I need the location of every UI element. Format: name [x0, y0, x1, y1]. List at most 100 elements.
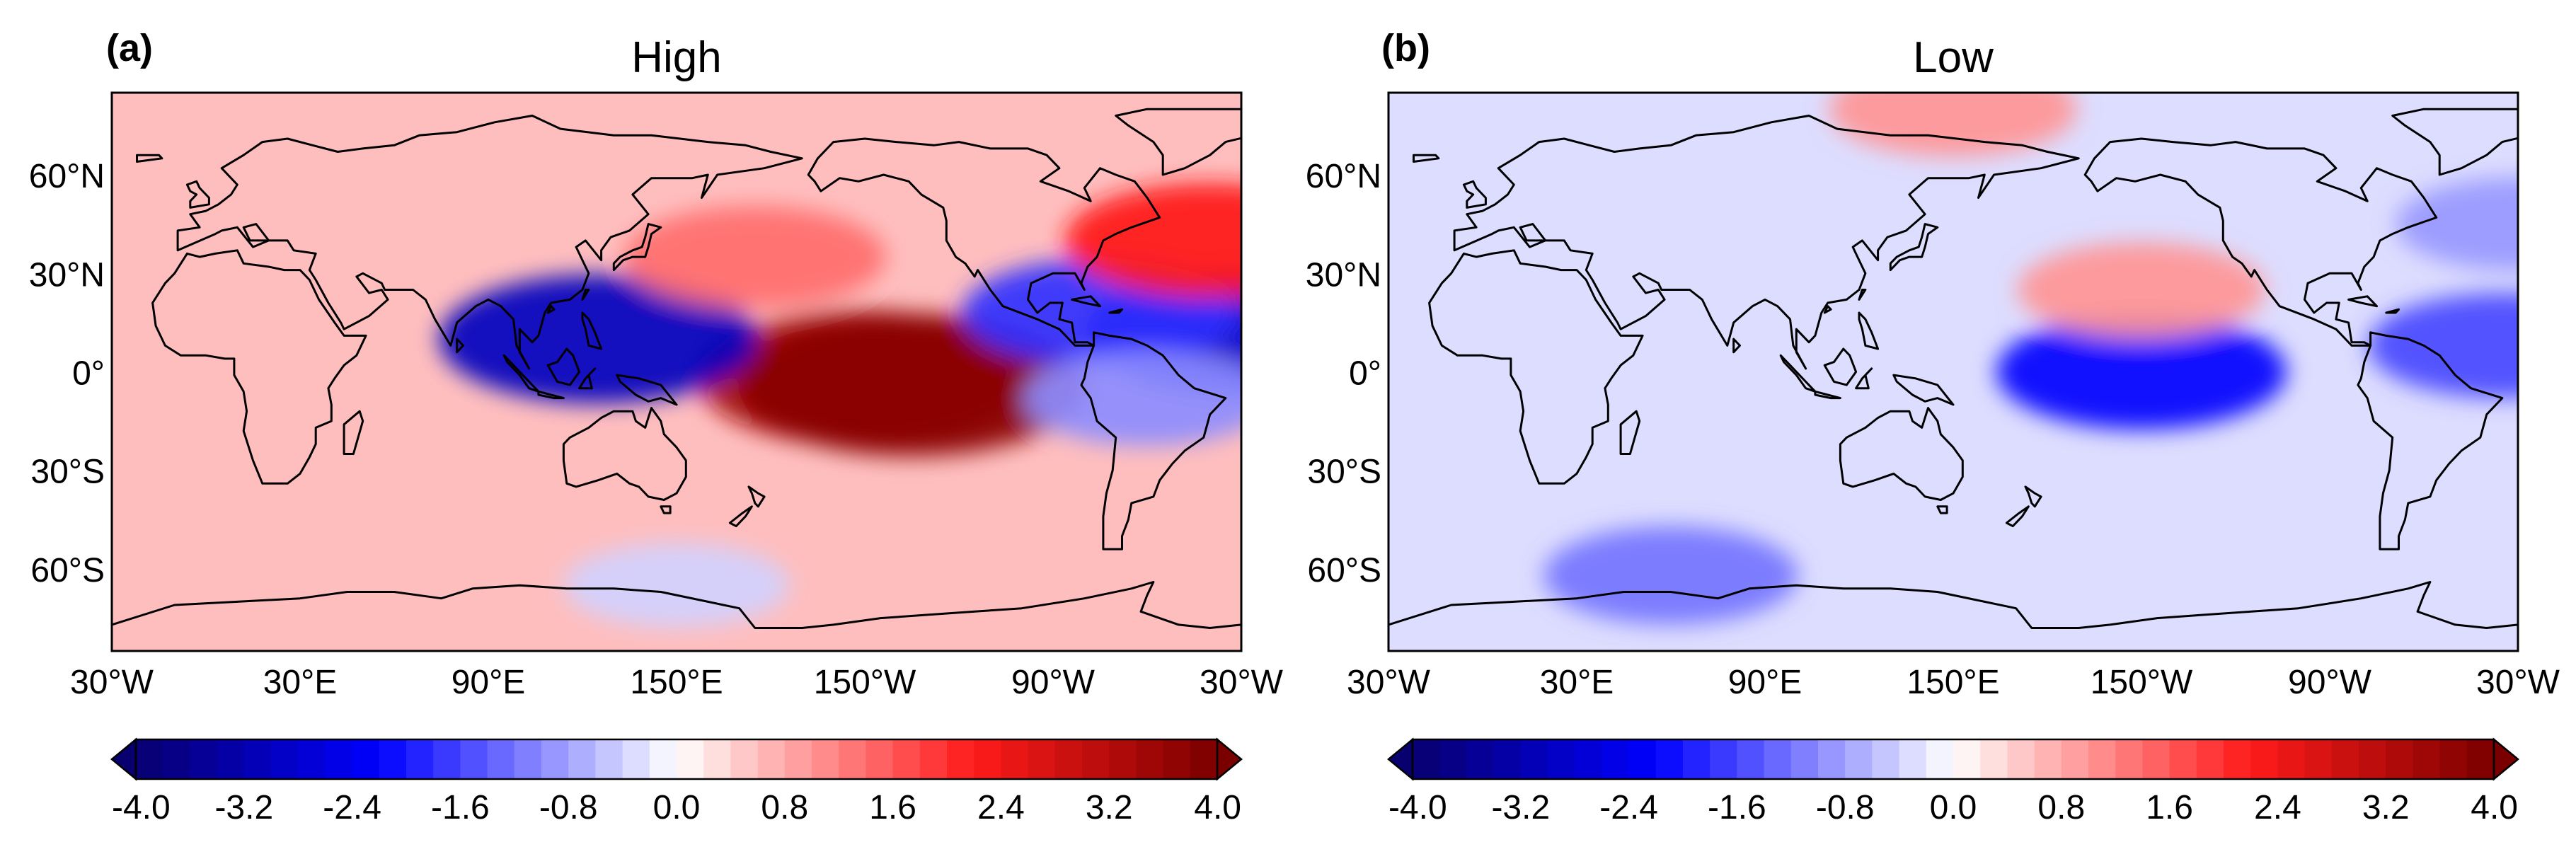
- coastline-23: [1108, 308, 1123, 314]
- coastline-0: [151, 249, 367, 485]
- colorbar-bin: [136, 739, 163, 779]
- colorbar-bin: [730, 739, 759, 779]
- coastline-8: [578, 367, 597, 390]
- y-tick-label: 60°S: [30, 552, 105, 589]
- colorbar-bin: [839, 739, 866, 779]
- colorbar-bin: [2466, 739, 2495, 779]
- coastline-3: [136, 154, 163, 163]
- colorbar-min-extend: [1387, 737, 1414, 781]
- colorbar-bin: [2386, 739, 2413, 779]
- colorbar-bin: [352, 739, 380, 779]
- colorbar-tick-label: -1.6: [431, 789, 490, 826]
- colorbar-bin: [1163, 739, 1191, 779]
- colorbar-bin: [298, 739, 326, 779]
- colorbar-tick-label: 4.0: [1194, 789, 1241, 826]
- coastline-7: [537, 390, 565, 400]
- x-tick-label: 30°W: [1200, 664, 1284, 701]
- panel-a-y-ticks: 60°N 30°N 0° 30°S 60°S: [29, 158, 105, 589]
- colorbar-bin: [1628, 739, 1657, 779]
- y-tick-label: 60°S: [1307, 552, 1381, 589]
- coastline-14: [2005, 505, 2030, 528]
- colorbar-bin: [2088, 739, 2116, 779]
- coastline-19: [2083, 137, 2438, 347]
- x-tick-label: 150°E: [630, 664, 723, 701]
- colorbar-bin: [1054, 739, 1083, 779]
- y-tick-label: 0°: [1349, 355, 1381, 393]
- colorbar-bin: [2115, 739, 2143, 779]
- panel-b-x-ticks: 30°W 30°E 90°E 150°E 150°W 90°W 30°W: [1347, 664, 2560, 701]
- coastline-15: [343, 410, 364, 455]
- coastline-6: [1779, 354, 1817, 393]
- colorbar-bin: [433, 739, 461, 779]
- colorbar-bin: [1845, 739, 1873, 779]
- anomaly-eastern-equatorial-pacific: [1996, 314, 2287, 430]
- colorbar-tick-label: 1.6: [869, 789, 916, 826]
- colorbar-bin: [1028, 739, 1056, 779]
- x-tick-label: 30°E: [1540, 664, 1614, 701]
- x-tick-label: 30°W: [70, 664, 154, 701]
- colorbar-bin: [2224, 739, 2251, 779]
- x-tick-label: 30°E: [263, 664, 338, 701]
- colorbar-bin: [2331, 739, 2359, 779]
- colorbar-bin: [541, 739, 569, 779]
- colorbar-bin: [406, 739, 434, 779]
- colorbar-bin: [2169, 739, 2197, 779]
- colorbar-bin: [1082, 739, 1110, 779]
- coastline-2: [1462, 180, 1487, 209]
- coastline-10: [581, 311, 603, 350]
- colorbar-bin: [1683, 739, 1710, 779]
- coastline-1: [1453, 115, 2080, 370]
- coastline-13: [2024, 485, 2042, 508]
- colorbar-bin: [1413, 739, 1440, 779]
- colorbar-bin: [1575, 739, 1602, 779]
- coastline-21: [1080, 331, 1227, 550]
- colorbar-bin: [919, 739, 948, 779]
- coastline-24: [112, 581, 1241, 651]
- coastline-12: [1936, 505, 1948, 514]
- colorbar-tick-label: 3.2: [1086, 789, 1133, 826]
- colorbar-tick-label: 3.2: [2362, 789, 2410, 826]
- colorbar-bin: [677, 739, 704, 779]
- coastline-8: [1855, 367, 1873, 390]
- colorbar-bin: [2061, 739, 2089, 779]
- panel-a-coastlines: [112, 108, 1241, 651]
- colorbar-bin: [784, 739, 812, 779]
- anomaly-arctic: [1829, 93, 2077, 157]
- colorbar-tick-label: -0.8: [539, 789, 598, 826]
- colorbar-bin: [866, 739, 894, 779]
- x-tick-label: 150°W: [814, 664, 916, 701]
- colorbar-frame: [1411, 738, 2495, 780]
- panel-a-anomaly-field: [112, 93, 1241, 651]
- x-tick-label: 150°E: [1907, 664, 1999, 701]
- x-tick-label: 90°E: [452, 664, 526, 701]
- x-tick-label: 90°W: [2288, 664, 2372, 701]
- panel-a-map: [110, 91, 1243, 652]
- colorbar-bin: [1602, 739, 1630, 779]
- colorbar-bin: [487, 739, 515, 779]
- colorbar-tick-label: 1.6: [2146, 789, 2193, 826]
- colorbar-bin: [595, 739, 623, 779]
- colorbar-bin: [1109, 739, 1137, 779]
- colorbar-bin: [379, 739, 407, 779]
- x-tick-label: 30°W: [2476, 664, 2560, 701]
- colorbar-bin: [217, 739, 245, 779]
- colorbar-tick-label: -4.0: [112, 789, 171, 826]
- colorbar-bin: [1710, 739, 1737, 779]
- panel-a-colorbar: -4.0 -3.2 -2.4 -1.6 -0.8 0.0 0.8 1.6 2.4 3.2 4.0: [110, 737, 1243, 826]
- coastline-2: [185, 180, 210, 209]
- colorbar-bin: [2277, 739, 2306, 779]
- coastline-17: [1858, 289, 1867, 301]
- coastline-10: [1858, 311, 1880, 350]
- panel-a-title: High: [631, 33, 722, 82]
- coastline-4: [612, 223, 662, 272]
- anomaly-northern-south-america: [1023, 350, 1241, 446]
- colorbar-bin: [812, 739, 839, 779]
- y-tick-label: 60°N: [29, 158, 105, 195]
- coastline-9: [616, 374, 678, 406]
- coastline-11: [1839, 407, 1964, 501]
- panel-b-colorbar: -4.0 -3.2 -2.4 -1.6 -0.8 0.0 0.8 1.6 2.4 3.2 4.0: [1387, 737, 2519, 826]
- colorbar-max-extend: [1216, 737, 1243, 781]
- y-tick-label: 0°: [72, 355, 105, 393]
- x-tick-label: 150°W: [2091, 664, 2193, 701]
- coastline-18: [546, 305, 556, 314]
